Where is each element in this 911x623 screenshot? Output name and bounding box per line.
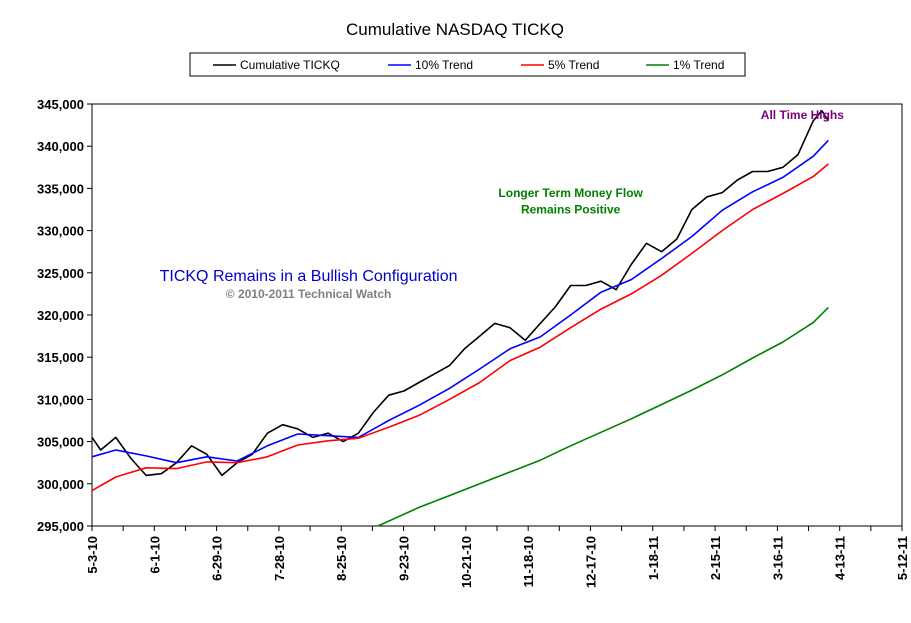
annotation-money-flow-line1: Longer Term Money Flow [498,186,643,200]
chart-title: Cumulative NASDAQ TICKQ [346,20,564,39]
legend-label-cumulative: Cumulative TICKQ [240,58,340,72]
legend-label-5pct: 5% Trend [548,58,599,72]
y-tick-label: 315,000 [37,350,84,365]
x-tick-label: 7-28-10 [272,536,287,581]
y-tick-label: 325,000 [37,266,84,281]
y-tick-label: 330,000 [37,224,84,239]
y-tick-label: 320,000 [37,308,84,323]
series-line-10-trend [91,139,829,464]
x-tick-label: 10-21-10 [459,536,474,588]
y-tick-label: 345,000 [37,97,84,112]
series-layer [91,110,830,527]
y-tick-label: 300,000 [37,477,84,492]
x-tick-label: 9-23-10 [397,536,412,581]
annotation-money-flow-line2: Remains Positive [521,203,621,217]
y-tick-label: 335,000 [37,181,84,196]
y-tick-label: 295,000 [37,519,84,534]
y-tick-label: 340,000 [37,139,84,154]
x-tick-label: 5-3-10 [85,536,100,574]
annotations: All Time Highs Longer Term Money Flow Rema… [160,108,845,301]
annotation-all-time-highs: All Time Highs [761,108,844,122]
x-tick-label: 12-17-10 [583,536,598,588]
y-tick-label: 305,000 [37,435,84,450]
legend-box [189,52,746,77]
x-tick-label: 5-12-11 [895,536,910,580]
x-tick-label: 2-15-11 [708,536,723,580]
y-axis: 295,000 300,000 305,000 310,000 315,000 320,0… [37,97,92,534]
legend-label-1pct: 1% Trend [673,58,724,72]
x-axis: 5-3-10 6-1-10 6-29-10 7-28-10 8-25-10 9-23-10… [85,526,910,588]
x-tick-label: 3-16-11 [770,536,785,580]
x-tick-label: 11-18-10 [521,536,536,587]
legend-label-10pct: 10% Trend [415,58,473,72]
series-line-1-trend [377,306,829,527]
annotation-bullish-configuration: TICKQ Remains in a Bullish Configuration [160,268,458,285]
x-tick-label: 6-29-10 [210,536,225,581]
y-tick-label: 310,000 [37,392,84,407]
legend: Cumulative TICKQ 10% Trend 5% Trend 1% T… [189,52,746,77]
x-tick-label: 4-13-11 [833,536,848,580]
x-tick-label: 8-25-10 [334,536,349,581]
x-tick-label: 6-1-10 [147,536,162,574]
x-tick-label: 1-18-11 [646,536,661,580]
annotation-copyright: © 2010-2011 Technical Watch [226,287,392,301]
series-line-5-trend [91,163,829,492]
